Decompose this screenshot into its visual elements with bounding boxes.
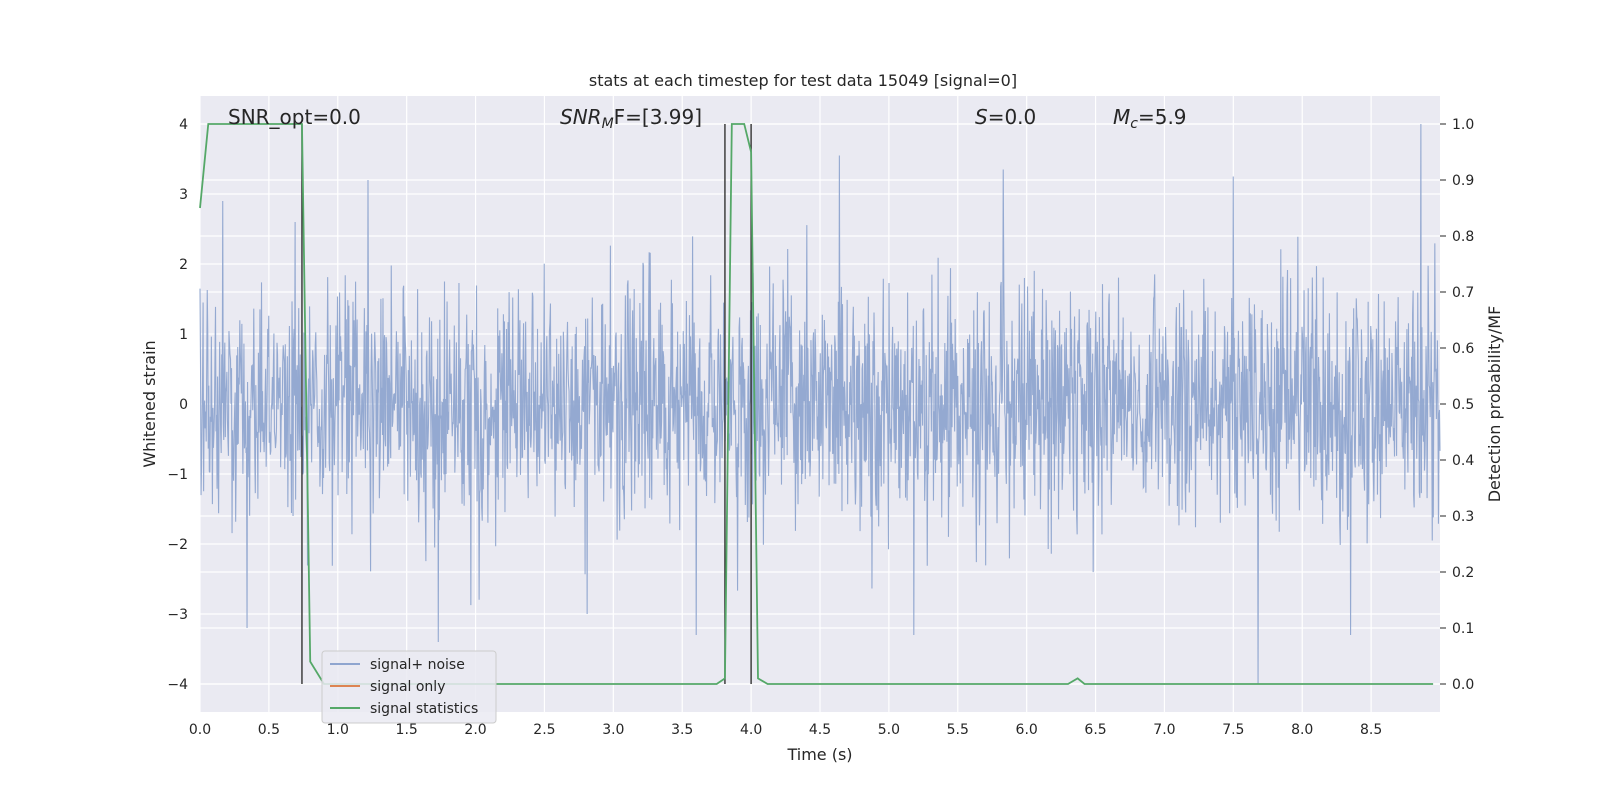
y-tick-label: 3 — [179, 187, 188, 203]
legend: signal+ noise signal only signal statist… — [321, 650, 497, 724]
chart-title: stats at each timestep for test data 150… — [589, 71, 1017, 90]
y2-tick-label: 0.3 — [1452, 509, 1474, 525]
y-ticks: 4 3 2 1 0 −1 −2 −3 −4 — [167, 117, 188, 693]
y2-tick-label: 0.7 — [1452, 285, 1474, 301]
y2-tick-label: 1.0 — [1452, 117, 1474, 133]
annotation-snr-opt: SNR_opt=0.0 — [228, 105, 361, 129]
x-tick-label: 6.5 — [1084, 722, 1106, 738]
x-tick-label: 8.0 — [1291, 722, 1313, 738]
x-tick-label: 0.0 — [189, 722, 211, 738]
y-tick-label: −1 — [167, 467, 188, 483]
legend-label-signal-statistics: signal statistics — [370, 701, 478, 717]
annotation-mc: Mc=5.9 — [1113, 105, 1187, 132]
x-tick-label: 2.0 — [464, 722, 486, 738]
signal-statistics-line — [199, 123, 1434, 685]
legend-label-signal-noise: signal+ noise — [370, 657, 465, 673]
y2-tick-label: 0.6 — [1452, 341, 1474, 357]
legend-label-signal-only: signal only — [370, 679, 445, 695]
annotation-snr-mf: SNRMF=[3.99] — [560, 105, 702, 132]
legend-box — [321, 650, 497, 724]
y2-tick-label: 0.8 — [1452, 229, 1474, 245]
y2-tick-label: 0.2 — [1452, 565, 1474, 581]
x-tick-label: 6.0 — [1016, 722, 1038, 738]
x-tick-label: 3.0 — [602, 722, 624, 738]
y-tick-label: 1 — [179, 327, 188, 343]
x-tick-label: 3.5 — [671, 722, 693, 738]
x-tick-label: 4.5 — [809, 722, 831, 738]
x-tick-label: 7.0 — [1153, 722, 1175, 738]
y-tick-label: 4 — [179, 117, 188, 133]
x-tick-label: 8.5 — [1360, 722, 1382, 738]
y-axis-label: Whitened strain — [140, 340, 159, 467]
signal-noise-series — [199, 123, 1441, 685]
y-tick-label: −2 — [167, 537, 188, 553]
y-tick-label: −4 — [167, 677, 188, 693]
x-ticks: 0.0 0.5 1.0 1.5 2.0 2.5 3.0 3.5 4.0 4.5 5.0 5.5 6.0 6… — [189, 722, 1382, 738]
y2-axis-label: Detection probability/MF — [1485, 306, 1504, 503]
y-tick-label: −3 — [167, 607, 188, 623]
x-tick-label: 7.5 — [1222, 722, 1244, 738]
y-tick-label: 0 — [179, 397, 188, 413]
x-tick-label: 5.5 — [947, 722, 969, 738]
y2-tick-label: 0.5 — [1452, 397, 1474, 413]
y-tick-label: 2 — [179, 257, 188, 273]
x-tick-label: 4.0 — [740, 722, 762, 738]
x-axis-label: Time (s) — [786, 745, 852, 764]
annotation-s: S=0.0 — [975, 105, 1036, 129]
signal-statistics-series — [199, 123, 1434, 685]
x-tick-label: 2.5 — [533, 722, 555, 738]
x-tick-label: 0.5 — [258, 722, 280, 738]
x-tick-label: 1.0 — [327, 722, 349, 738]
y2-tick-label: 0.0 — [1452, 677, 1474, 693]
x-tick-label: 5.0 — [878, 722, 900, 738]
x-tick-label: 1.5 — [396, 722, 418, 738]
y2-tick-label: 0.4 — [1452, 453, 1474, 469]
y2-tick-label: 0.9 — [1452, 173, 1474, 189]
signal-noise-line — [199, 123, 1441, 685]
y2-tick-label: 0.1 — [1452, 621, 1474, 637]
y2-ticks: 1.0 0.9 0.8 0.7 0.6 0.5 0.4 0.3 0.2 0.1 0.0 — [1440, 117, 1474, 693]
